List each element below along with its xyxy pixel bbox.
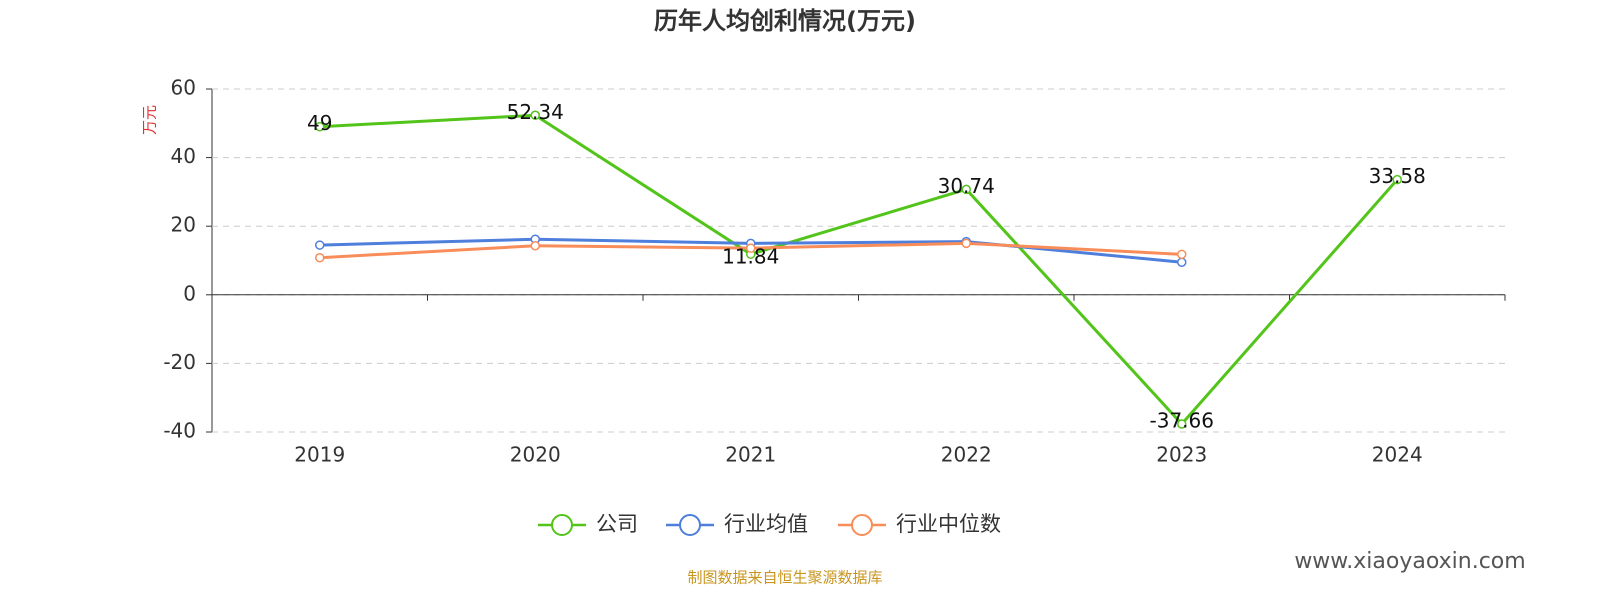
data-point <box>1392 174 1402 185</box>
y-axis-label: 万元 <box>141 105 159 135</box>
data-label: 52.34 <box>507 100 564 124</box>
data-label: 11.84 <box>722 245 779 269</box>
data-point <box>530 110 540 121</box>
data-point <box>746 243 756 253</box>
y-tick-label: 20 <box>171 213 196 237</box>
y-tick-label: -20 <box>163 350 196 374</box>
legend-marker <box>851 514 873 536</box>
x-tick-label: 2023 <box>1156 443 1207 467</box>
chart-title: 历年人均创利情况(万元) <box>654 7 916 35</box>
x-tick-label: 2022 <box>941 443 992 467</box>
legend-label: 公司 <box>596 512 638 536</box>
x-tick-label: 2020 <box>510 443 561 467</box>
data-point <box>315 121 325 132</box>
x-tick-label: 2024 <box>1372 443 1423 467</box>
series-line <box>319 113 1399 427</box>
data-point <box>1177 419 1187 429</box>
data-point <box>315 253 325 263</box>
data-point <box>961 184 971 195</box>
data-point <box>961 238 971 249</box>
x-tick-label: 2019 <box>294 443 345 467</box>
data-label: -37.66 <box>1150 408 1214 432</box>
legend-marker <box>551 514 573 536</box>
legend-label: 行业中位数 <box>896 512 1001 536</box>
watermark: www.xiaoyaoxin.com <box>1294 549 1525 574</box>
x-tick-label: 2021 <box>725 443 776 467</box>
data-label: 30.74 <box>938 174 995 198</box>
y-tick-label: 40 <box>171 144 196 168</box>
source-note: 制图数据来自恒生聚源数据库 <box>687 569 882 587</box>
data-label: 49 <box>307 111 332 135</box>
data-point <box>315 240 325 250</box>
y-tick-label: 0 <box>183 281 196 305</box>
data-point <box>1177 249 1187 260</box>
data-point <box>1177 257 1187 267</box>
legend-label: 行业均值 <box>724 512 808 536</box>
data-point <box>530 241 540 251</box>
y-tick-label: -40 <box>163 419 196 443</box>
legend-marker <box>679 514 701 536</box>
y-tick-label: 60 <box>171 76 196 100</box>
data-label: 33.58 <box>1369 164 1426 188</box>
